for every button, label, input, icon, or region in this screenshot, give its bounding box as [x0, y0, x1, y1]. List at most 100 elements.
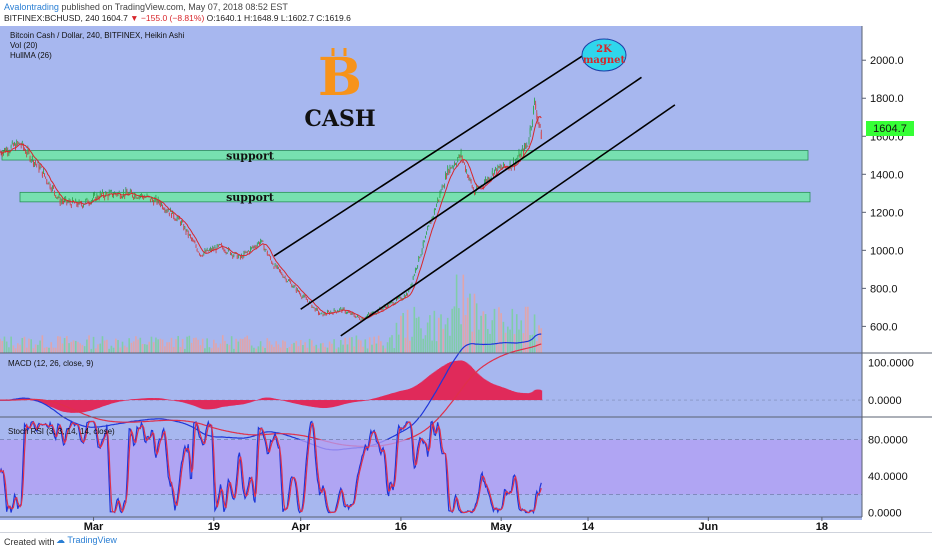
- candle-body: [323, 314, 324, 316]
- volume-bar: [349, 338, 351, 353]
- candle-body: [458, 155, 459, 157]
- candle-body: [248, 251, 249, 252]
- candle-body: [472, 185, 473, 188]
- candle-body: [245, 253, 246, 254]
- candle-body: [83, 205, 84, 206]
- candle-body: [348, 312, 349, 313]
- candle-body: [85, 200, 86, 202]
- candle-body: [12, 142, 13, 144]
- candle-body: [324, 313, 325, 315]
- candle-body: [358, 317, 359, 318]
- candle-body: [282, 276, 283, 277]
- candle-body: [183, 226, 184, 230]
- candle-body: [407, 294, 408, 295]
- candle-body: [419, 257, 420, 258]
- candle-body: [279, 269, 280, 270]
- candle-body: [540, 125, 541, 126]
- tradingview-logo[interactable]: ☁ TradingView: [56, 535, 117, 546]
- candle-body: [41, 167, 42, 168]
- candle-body: [426, 233, 427, 235]
- candle-body: [325, 314, 326, 315]
- candle-body: [281, 273, 282, 275]
- volume-bar: [30, 339, 32, 353]
- candle-body: [435, 209, 436, 210]
- candle-body: [475, 193, 476, 194]
- volume-bar: [189, 336, 191, 353]
- candle-body: [253, 246, 254, 247]
- candle-body: [444, 185, 445, 186]
- volume-bar: [102, 336, 104, 353]
- volume-bar: [376, 344, 378, 353]
- volume-bar: [364, 339, 366, 353]
- candle-body: [463, 161, 464, 162]
- volume-bar: [436, 341, 438, 353]
- volume-bar: [427, 323, 429, 353]
- candle-body: [221, 245, 222, 246]
- candle-body: [418, 256, 419, 261]
- candle-body: [321, 313, 322, 314]
- volume-bar: [211, 348, 213, 353]
- volume-bar: [213, 340, 215, 353]
- candle-body: [290, 282, 291, 283]
- candle-body: [47, 183, 48, 184]
- volume-bar: [340, 340, 342, 353]
- candle-body: [346, 313, 347, 314]
- volume-bar: [122, 342, 124, 353]
- volume-bar: [380, 341, 382, 353]
- candle-body: [168, 211, 169, 212]
- candle-body: [242, 257, 243, 259]
- volume-bar: [311, 340, 313, 353]
- candle-body: [42, 172, 43, 176]
- volume-bar: [115, 339, 117, 353]
- candle-body: [173, 214, 174, 218]
- volume-bar: [313, 346, 315, 353]
- candle-body: [93, 195, 94, 197]
- candle-body: [497, 165, 498, 169]
- candle-body: [359, 318, 360, 319]
- candle-body: [223, 250, 224, 252]
- candle-body: [200, 255, 201, 256]
- volume-bar: [532, 335, 534, 353]
- candle-body: [71, 205, 72, 207]
- volume-bar: [536, 341, 538, 353]
- candle-body: [523, 151, 524, 154]
- volume-bar: [442, 329, 444, 353]
- volume-bar: [171, 338, 173, 353]
- candle-body: [138, 198, 139, 199]
- price-tick-label: 1400.0: [870, 169, 904, 181]
- volume-bar: [324, 347, 326, 353]
- volume-bar: [160, 339, 162, 353]
- volume-bar: [287, 348, 289, 353]
- author-link[interactable]: Avalontrading: [4, 2, 59, 12]
- volume-bar: [57, 336, 59, 353]
- candle-body: [366, 316, 367, 317]
- volume-bar: [293, 343, 295, 353]
- volume-bar: [391, 335, 393, 353]
- rsi-legend: Stoch RSI (3, 3, 14, 14, close): [8, 427, 115, 436]
- candle-body: [220, 244, 221, 245]
- candle-body: [16, 141, 17, 145]
- candle-body: [86, 198, 87, 199]
- candle-body: [169, 213, 170, 215]
- candle-body: [57, 198, 58, 199]
- candle-body: [155, 197, 156, 198]
- volume-bar: [17, 343, 19, 353]
- volume-bar: [186, 337, 188, 353]
- cloud-icon: ☁: [56, 535, 65, 545]
- volume-bar: [476, 303, 478, 353]
- volume-bar: [155, 338, 157, 353]
- candle-body: [94, 194, 95, 195]
- candle-body: [133, 198, 134, 199]
- candle-body: [486, 180, 487, 181]
- volume-bar: [382, 346, 384, 353]
- volume-bar: [503, 322, 505, 353]
- candle-body: [305, 296, 306, 297]
- candle-body: [32, 157, 33, 159]
- candle-body: [218, 245, 219, 246]
- price-tick-label: 1000.0: [870, 245, 904, 257]
- candle-body: [433, 216, 434, 217]
- chart-title: Bitcoin Cash / Dollar, 240, BITFINEX, He…: [10, 31, 185, 40]
- volume-bar: [95, 348, 97, 353]
- volume-bar: [333, 339, 335, 353]
- volume-bar: [209, 347, 211, 353]
